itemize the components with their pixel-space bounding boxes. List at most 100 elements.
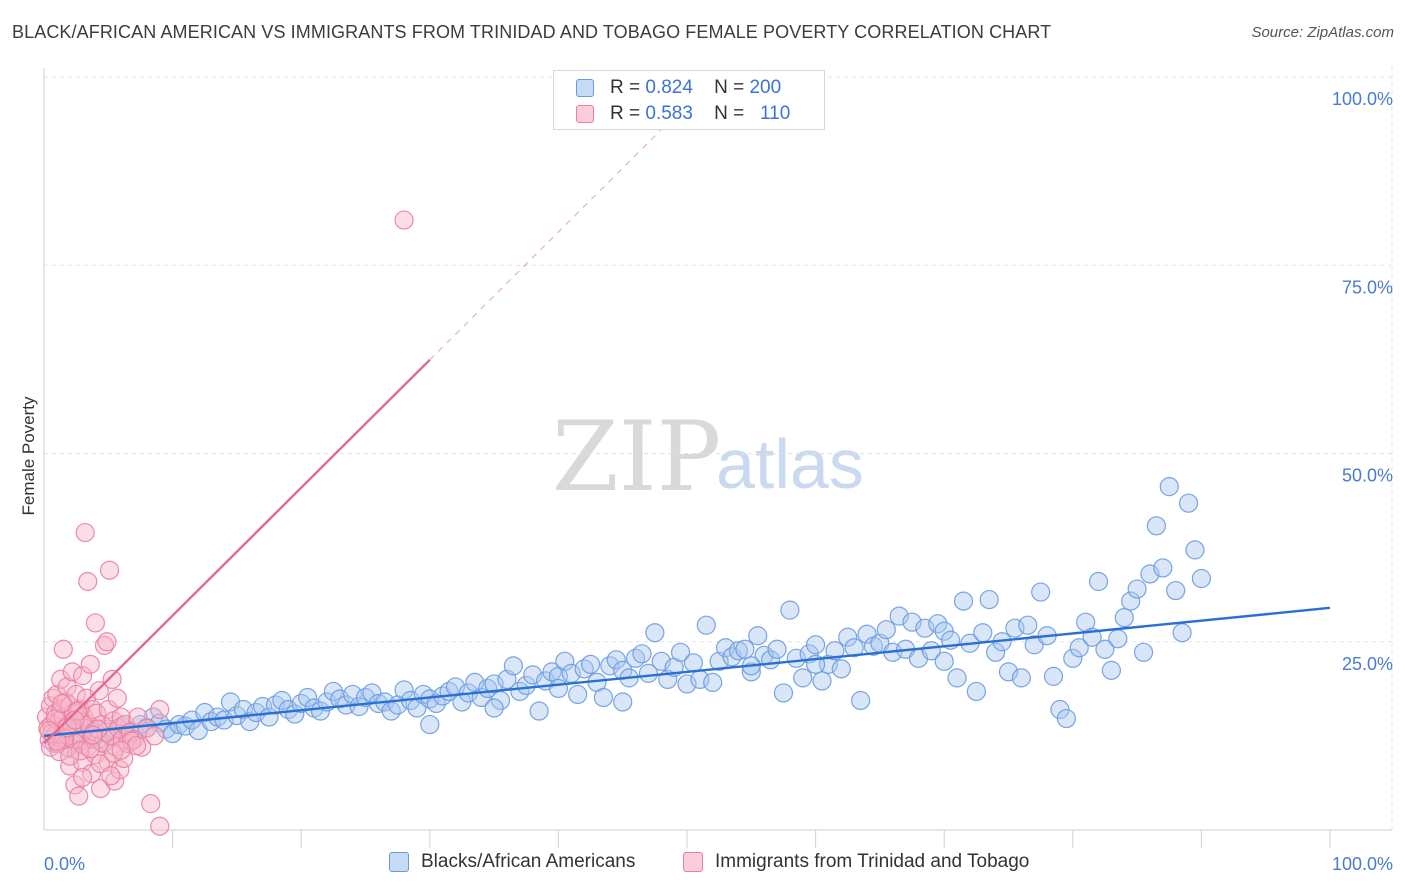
blacks-point-112 — [741, 662, 761, 682]
y-tick-labels: 25.0% 50.0% 75.0% 100.0% — [1332, 89, 1393, 674]
y-axis-label: Female Poverty — [19, 396, 38, 516]
blacks-point-85 — [568, 684, 588, 705]
blacks-point-91 — [606, 650, 626, 670]
blacks-point-176 — [1153, 558, 1173, 578]
blacks-point-166 — [1088, 571, 1109, 592]
trinidad-point-63 — [99, 560, 120, 580]
trinidad-trend-line — [43, 358, 431, 745]
blacks-point-150 — [986, 642, 1006, 662]
blacks-point-97 — [645, 623, 665, 643]
blacks-point-179 — [1172, 623, 1192, 643]
trinidad-point-67 — [105, 771, 125, 791]
blacks-point-167 — [1095, 639, 1115, 659]
trinidad-point-50 — [85, 613, 106, 633]
trend-lines — [43, 129, 1331, 745]
series-trinidad-points — [36, 210, 414, 836]
blacks-point-103 — [683, 653, 704, 673]
watermark: ZIP atlas — [552, 401, 864, 513]
trinidad-point-36 — [72, 666, 93, 686]
trinidad-point-26 — [62, 662, 82, 682]
x-tick-label-min: 0.0% — [44, 854, 85, 874]
blacks-point-149 — [979, 589, 999, 610]
chart-title: BLACK/AFRICAN AMERICAN VS IMMIGRANTS FRO… — [12, 22, 1052, 42]
blacks-point-123 — [812, 671, 832, 691]
blacks-point-155 — [1018, 615, 1038, 635]
trinidad-point-102 — [103, 743, 124, 763]
blacks-point-126 — [831, 659, 851, 679]
legend-n-label: N = — [714, 77, 745, 98]
blacks-point-128 — [844, 638, 864, 658]
blacks-point-172 — [1127, 579, 1147, 599]
blacks-point-116 — [767, 639, 787, 659]
blacks-point-79 — [529, 701, 549, 721]
trinidad-point-54 — [89, 681, 109, 701]
blacks-point-154 — [1011, 668, 1031, 688]
trinidad-point-14 — [51, 669, 71, 690]
legend-r-label: R = — [610, 103, 641, 124]
trinidad-point-6 — [43, 688, 63, 708]
legend-swatch-blue — [576, 79, 594, 97]
blacks-point-170 — [1114, 608, 1134, 628]
blacks-point-87 — [580, 654, 601, 674]
blacks-point-47 — [323, 681, 343, 702]
legend-r-label: R = — [610, 77, 641, 98]
trinidad-point-48 — [83, 699, 103, 720]
blacks-point-113 — [748, 626, 768, 646]
blacks-point-169 — [1108, 629, 1128, 649]
legend-swatch-pink — [576, 105, 594, 123]
blacks-point-182 — [1191, 568, 1212, 589]
watermark-zip: ZIP — [552, 401, 721, 513]
trinidad-point-97 — [52, 693, 72, 714]
blacks-point-118 — [780, 600, 800, 620]
blacks-point-144 — [947, 668, 967, 688]
blacks-point-110 — [728, 641, 749, 661]
bottom-legend-label: Blacks/African Americans — [421, 851, 636, 872]
blacks-point-89 — [593, 687, 614, 708]
trinidad-point-93 — [60, 746, 80, 766]
blacks-point-175 — [1146, 516, 1166, 536]
blacks-point-63 — [426, 693, 446, 714]
trinidad-point-29 — [65, 775, 85, 795]
bottom-legend-swatch-pink — [683, 852, 703, 872]
y-tick-label-2: 75.0% — [1342, 277, 1393, 297]
blacks-point-139 — [915, 618, 935, 638]
blacks-point-129 — [851, 690, 871, 711]
bottom-legend: Blacks/African Americans Immigrants from… — [0, 850, 1406, 878]
trinidad-trend-extension — [429, 129, 662, 361]
blacks-point-147 — [966, 681, 986, 702]
blacks-point-168 — [1101, 660, 1121, 680]
trinidad-point-45 — [80, 654, 100, 674]
x-tick-label-max: 100.0% — [1332, 854, 1393, 874]
blacks-point-177 — [1159, 477, 1179, 497]
blacks-point-127 — [838, 627, 858, 647]
blacks-point-173 — [1133, 642, 1154, 662]
blacks-point-119 — [786, 648, 806, 668]
blacks-point-178 — [1166, 580, 1186, 601]
blacks-trend-line — [43, 606, 1331, 738]
y-tick-label-0: 25.0% — [1342, 654, 1393, 674]
trinidad-point-24 — [60, 756, 80, 776]
blacks-point-180 — [1178, 493, 1199, 513]
legend: R = 0.824 N = 200 R = 0.583 N = 110 — [553, 70, 825, 130]
x-tick-labels: 0.0% 100.0% — [44, 854, 1393, 874]
legend-r-value: 0.824 — [645, 77, 693, 98]
blacks-point-77 — [516, 675, 536, 696]
blacks-point-185 — [548, 678, 569, 699]
blacks-point-141 — [928, 614, 948, 634]
trinidad-point-82 — [141, 794, 161, 814]
bottom-legend-swatch-blue — [389, 852, 409, 872]
blacks-point-161 — [1056, 708, 1076, 729]
trinidad-point-94 — [72, 767, 93, 787]
blacks-point-106 — [703, 672, 723, 693]
blacks-point-183 — [420, 714, 440, 735]
blacks-point-95 — [632, 644, 652, 664]
blacks-point-157 — [1031, 582, 1051, 602]
trinidad-point-108 — [126, 736, 147, 756]
trinidad-point-30 — [66, 684, 86, 705]
blacks-point-159 — [1043, 666, 1064, 686]
blacks-point-120 — [793, 668, 813, 688]
legend-r-value: 0.583 — [645, 103, 693, 124]
trinidad-point-52 — [87, 703, 107, 723]
blacks-point-43 — [298, 687, 318, 708]
